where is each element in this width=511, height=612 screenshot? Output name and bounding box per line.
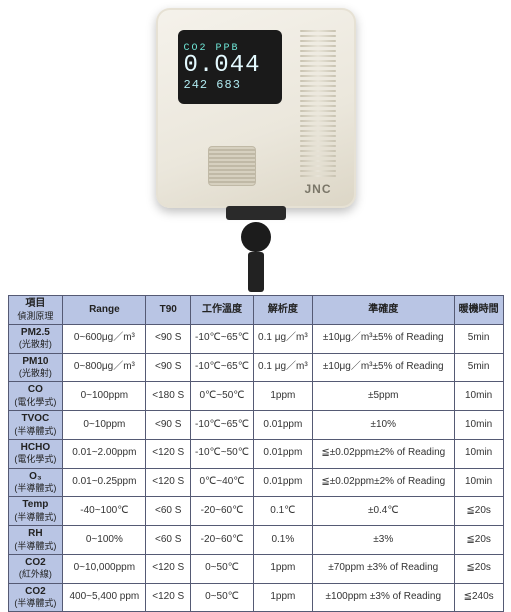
row-header: TVOC(半導體式) — [8, 411, 63, 440]
table-row: CO2(紅外線)0~10,000ppm<120 S0~50℃1ppm±70ppm… — [8, 554, 503, 583]
spec-table: 項目 偵測原理 Range T90 工作溫度 解析度 準確度 暖機時間 PM2.… — [8, 295, 504, 612]
cell-accuracy: ±10μg／m³±5% of Reading — [312, 353, 454, 382]
cell-range: 0~10ppm — [63, 411, 146, 440]
cell-range: -40~100℃ — [63, 497, 146, 526]
cell-workingTemp: 0~50℃ — [191, 583, 254, 612]
cell-t90: <90 S — [146, 411, 191, 440]
cell-workingTemp: 0℃~50℃ — [191, 382, 254, 411]
cell-workingTemp: -10℃~50℃ — [191, 439, 254, 468]
cell-workingTemp: -20~60℃ — [191, 497, 254, 526]
device-screen: CO2 PPB 0.044 242 683 — [178, 30, 282, 104]
cell-range: 0~800μg／m³ — [63, 353, 146, 382]
cell-t90: <90 S — [146, 324, 191, 353]
row-header: CO(電化學式) — [8, 382, 63, 411]
cell-resolution: 0.01ppm — [253, 439, 312, 468]
cell-warmup: ≦20s — [454, 554, 503, 583]
cell-workingTemp: -10℃~65℃ — [191, 324, 254, 353]
row-header: CO2(紅外線) — [8, 554, 63, 583]
col-header-res: 解析度 — [253, 296, 312, 325]
cell-warmup: ≦20s — [454, 526, 503, 555]
col-header-t90: T90 — [146, 296, 191, 325]
cell-t90: <60 S — [146, 497, 191, 526]
cell-resolution: 0.01ppm — [253, 411, 312, 440]
col-header-item: 項目 偵測原理 — [8, 296, 63, 325]
cell-accuracy: ±70ppm ±3% of Reading — [312, 554, 454, 583]
cell-range: 400~5,400 ppm — [63, 583, 146, 612]
col-header-range: Range — [63, 296, 146, 325]
table-row: Temp(半導體式)-40~100℃<60 S-20~60℃0.1℃±0.4℃≦… — [8, 497, 503, 526]
cell-accuracy: ≦±0.02ppm±2% of Reading — [312, 439, 454, 468]
cell-t90: <120 S — [146, 439, 191, 468]
col-header-warm: 暖機時間 — [454, 296, 503, 325]
cell-t90: <120 S — [146, 554, 191, 583]
vent-grille — [300, 30, 336, 180]
row-header: O₃(半導體式) — [8, 468, 63, 497]
cell-accuracy: ±5ppm — [312, 382, 454, 411]
cell-accuracy: ±100ppm ±3% of Reading — [312, 583, 454, 612]
table-row: O₃(半導體式)0.01~0.25ppm<120 S0℃~40℃0.01ppm≦… — [8, 468, 503, 497]
table-row: CO2(半導體式)400~5,400 ppm<120 S0~50℃1ppm±10… — [8, 583, 503, 612]
col-header-acc: 準確度 — [312, 296, 454, 325]
row-header: RH(半導體式) — [8, 526, 63, 555]
cell-warmup: 10min — [454, 439, 503, 468]
cell-workingTemp: -10℃~65℃ — [191, 353, 254, 382]
cell-range: 0~100ppm — [63, 382, 146, 411]
cell-resolution: 0.1℃ — [253, 497, 312, 526]
cell-workingTemp: -20~60℃ — [191, 526, 254, 555]
speaker-grille — [208, 146, 256, 186]
cell-t90: <120 S — [146, 468, 191, 497]
row-header: Temp(半導體式) — [8, 497, 63, 526]
cell-workingTemp: 0~50℃ — [191, 554, 254, 583]
cell-resolution: 0.01ppm — [253, 468, 312, 497]
cell-accuracy: ±10% — [312, 411, 454, 440]
cell-resolution: 1ppm — [253, 554, 312, 583]
table-row: TVOC(半導體式)0~10ppm<90 S-10℃~65℃0.01ppm±10… — [8, 411, 503, 440]
device-body: CO2 PPB 0.044 242 683 JNC — [156, 8, 356, 208]
cell-workingTemp: 0℃~40℃ — [191, 468, 254, 497]
cell-accuracy: ±0.4℃ — [312, 497, 454, 526]
row-header: HCHO(電化學式) — [8, 439, 63, 468]
cell-warmup: 10min — [454, 468, 503, 497]
cell-resolution: 1ppm — [253, 583, 312, 612]
cell-accuracy: ±3% — [312, 526, 454, 555]
cell-warmup: ≦20s — [454, 497, 503, 526]
cell-range: 0~100% — [63, 526, 146, 555]
cell-range: 0~600μg／m³ — [63, 324, 146, 353]
cell-t90: <60 S — [146, 526, 191, 555]
cell-workingTemp: -10℃~65℃ — [191, 411, 254, 440]
cell-resolution: 0.1% — [253, 526, 312, 555]
table-header-row: 項目 偵測原理 Range T90 工作溫度 解析度 準確度 暖機時間 — [8, 296, 503, 325]
table-row: HCHO(電化學式)0.01~2.00ppm<120 S-10℃~50℃0.01… — [8, 439, 503, 468]
cell-range: 0.01~2.00ppm — [63, 439, 146, 468]
cell-warmup: 5min — [454, 324, 503, 353]
cell-warmup: 10min — [454, 411, 503, 440]
row-header: CO2(半導體式) — [8, 583, 63, 612]
cell-t90: <120 S — [146, 583, 191, 612]
col-header-temp: 工作溫度 — [191, 296, 254, 325]
cell-resolution: 1ppm — [253, 382, 312, 411]
cell-warmup: 5min — [454, 353, 503, 382]
cell-t90: <180 S — [146, 382, 191, 411]
screen-line-3: 242 683 — [184, 78, 276, 92]
cell-accuracy: ±10μg／m³±5% of Reading — [312, 324, 454, 353]
brand-label: JNC — [304, 182, 331, 196]
row-header: PM2.5(光散射) — [8, 324, 63, 353]
table-row: PM2.5(光散射)0~600μg／m³<90 S-10℃~65℃0.1 μg／… — [8, 324, 503, 353]
cell-range: 0.01~0.25ppm — [63, 468, 146, 497]
cell-accuracy: ≦±0.02ppm±2% of Reading — [312, 468, 454, 497]
tripod-mount — [226, 206, 286, 292]
cell-t90: <90 S — [146, 353, 191, 382]
cell-resolution: 0.1 μg／m³ — [253, 353, 312, 382]
cell-resolution: 0.1 μg／m³ — [253, 324, 312, 353]
cell-warmup: 10min — [454, 382, 503, 411]
row-header: PM10(光散射) — [8, 353, 63, 382]
screen-line-2: 0.044 — [184, 54, 276, 78]
table-row: CO(電化學式)0~100ppm<180 S0℃~50℃1ppm±5ppm10m… — [8, 382, 503, 411]
cell-range: 0~10,000ppm — [63, 554, 146, 583]
table-row: RH(半導體式)0~100%<60 S-20~60℃0.1%±3%≦20s — [8, 526, 503, 555]
table-row: PM10(光散射)0~800μg／m³<90 S-10℃~65℃0.1 μg／m… — [8, 353, 503, 382]
product-image: CO2 PPB 0.044 242 683 JNC — [0, 0, 511, 295]
cell-warmup: ≦240s — [454, 583, 503, 612]
